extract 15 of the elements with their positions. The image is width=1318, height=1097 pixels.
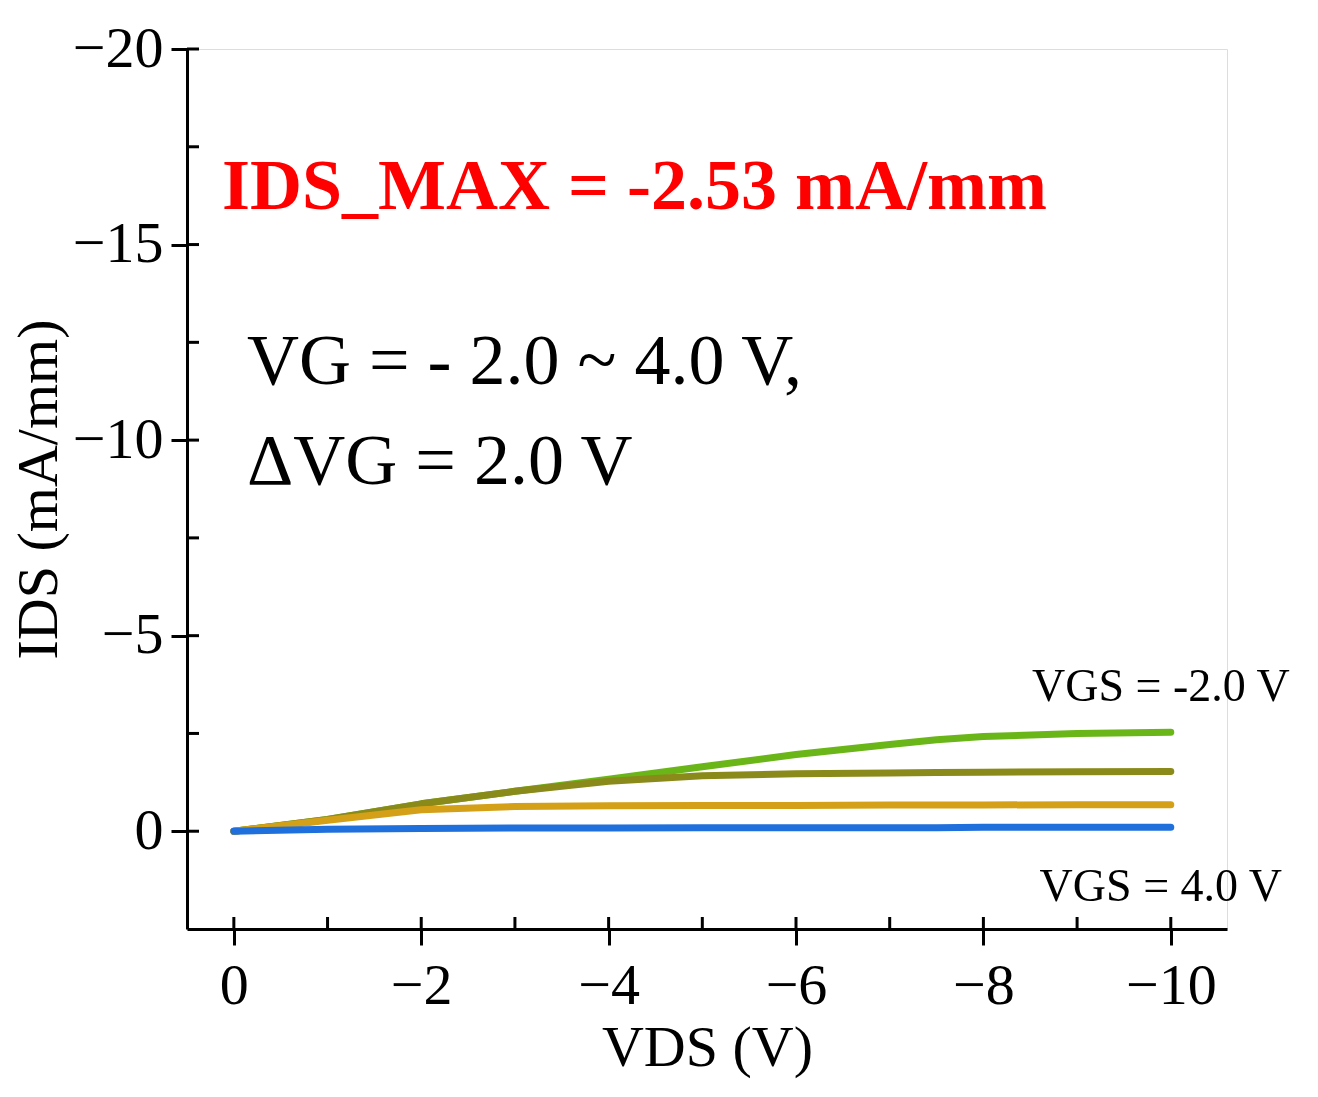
- annotation: IDS_MAX = -2.53 mA/mm: [222, 145, 1047, 225]
- series-label: VGS = 4.0 V: [1039, 860, 1282, 912]
- x-tick-label: −8: [953, 951, 1015, 1017]
- series-label: VGS = -2.0 V: [1031, 660, 1290, 712]
- y-tick-label: −10: [72, 405, 164, 471]
- y-tick-label: 0: [134, 796, 164, 862]
- y-tick-label: −20: [72, 14, 164, 80]
- y-axis-title: IDS (mA/mm): [4, 319, 70, 660]
- x-tick-label: 0: [219, 951, 249, 1017]
- x-tick-label: −10: [1125, 951, 1217, 1017]
- y-tick-label: −5: [101, 601, 164, 667]
- annotation: VG = - 2.0 ~ 4.0 V,: [247, 320, 802, 400]
- annotation: ΔVG = 2.0 V: [247, 420, 633, 500]
- x-tick-label: −2: [390, 951, 453, 1017]
- y-tick-label: −15: [72, 210, 164, 276]
